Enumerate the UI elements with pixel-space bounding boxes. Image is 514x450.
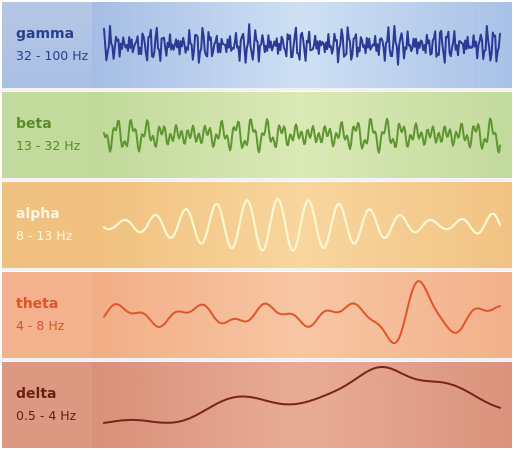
band-name: gamma [16,26,75,42]
gamma-waveform [103,23,501,66]
wave-panel [92,182,512,268]
band-range: 8 - 13 Hz [16,228,73,243]
band-divider [2,88,512,91]
band-beta: beta 13 - 32 Hz [2,92,512,178]
theta-wave-line [103,280,501,345]
band-range: 0.5 - 4 Hz [16,408,77,423]
band-alpha: alpha 8 - 13 Hz [2,182,512,268]
band-range: 13 - 32 Hz [16,138,81,153]
band-divider [2,358,512,361]
delta-wave-line [103,366,501,424]
band-delta: delta 0.5 - 4 Hz [2,362,512,448]
band-range: 4 - 8 Hz [16,318,65,333]
band-name: beta [16,116,52,132]
band-name: alpha [16,206,60,222]
band-divider [2,268,512,271]
band-name: delta [16,386,57,402]
band-label-cell: alpha 8 - 13 Hz [2,182,92,268]
band-theta: theta 4 - 8 Hz [2,272,512,358]
band-label-cell: beta 13 - 32 Hz [2,92,92,178]
wave-panel [92,2,512,88]
band-divider [2,178,512,181]
wave-panel [92,362,512,448]
beta-waveform [103,117,501,154]
theta-waveform [103,280,501,345]
alpha-wave-line [102,197,502,252]
band-label-cell: theta 4 - 8 Hz [2,272,92,358]
wave-panel [92,272,512,358]
delta-waveform [103,366,501,424]
band-label-cell: gamma 32 - 100 Hz [2,2,92,88]
band-gamma: gamma 32 - 100 Hz [2,2,512,88]
band-name: theta [16,296,59,312]
beta-wave-line [103,117,501,154]
band-range: 32 - 100 Hz [16,48,89,63]
band-label-cell: delta 0.5 - 4 Hz [2,362,92,448]
wave-panel [92,92,512,178]
gamma-wave-line [103,23,501,66]
alpha-waveform [102,197,502,252]
